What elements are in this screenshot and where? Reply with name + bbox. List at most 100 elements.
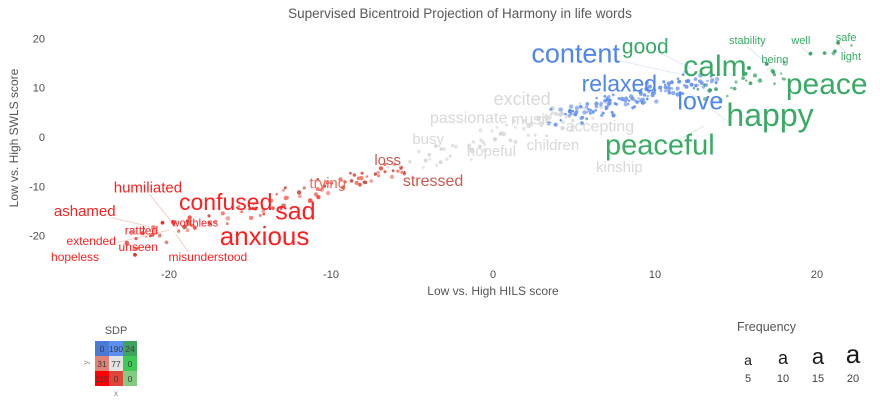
data-point xyxy=(747,66,751,70)
data-point xyxy=(689,82,694,87)
data-point xyxy=(158,233,162,237)
data-point xyxy=(377,174,381,178)
data-point xyxy=(730,86,733,90)
data-point xyxy=(582,110,587,115)
data-point xyxy=(615,102,619,106)
data-point xyxy=(631,106,635,110)
data-point xyxy=(582,106,586,109)
data-point xyxy=(269,198,274,203)
data-point xyxy=(545,134,548,137)
data-point xyxy=(667,82,671,86)
frequency-size-value: 20 xyxy=(846,373,860,386)
data-point xyxy=(782,60,786,64)
data-point xyxy=(569,128,573,133)
data-point xyxy=(696,87,700,91)
data-point xyxy=(442,147,446,151)
data-point xyxy=(585,117,589,121)
data-point xyxy=(708,88,712,93)
sdp-x-axis-label: x xyxy=(114,389,118,398)
data-point xyxy=(715,77,720,82)
frequency-size-value: 10 xyxy=(776,373,790,386)
sdp-legend: SDP y 0 190 24 31 77 0 115 0 0 x xyxy=(82,325,137,398)
word-label-passionate: passionate xyxy=(430,110,507,127)
data-point xyxy=(142,227,146,230)
word-label-anxious: anxious xyxy=(220,221,310,251)
data-point xyxy=(658,85,663,90)
data-point xyxy=(607,101,612,106)
data-point xyxy=(513,125,517,129)
word-label-extended: extended xyxy=(67,234,116,248)
data-point xyxy=(608,98,612,102)
data-point xyxy=(249,215,254,220)
data-point xyxy=(536,115,542,121)
data-point xyxy=(439,147,444,151)
data-point xyxy=(435,163,439,167)
label-leader-line xyxy=(175,233,189,253)
data-point xyxy=(709,74,713,78)
data-point xyxy=(822,51,827,55)
data-point xyxy=(764,62,769,66)
data-point xyxy=(698,73,703,78)
data-point xyxy=(358,182,362,187)
data-point xyxy=(623,96,629,101)
label-leader-line xyxy=(766,64,776,71)
data-point xyxy=(330,181,333,185)
data-point xyxy=(185,228,190,233)
data-point xyxy=(505,123,508,127)
data-point xyxy=(164,240,169,245)
data-point xyxy=(779,72,783,75)
x-tick-label: -10 xyxy=(323,269,339,281)
data-point xyxy=(757,78,763,83)
label-leader-line xyxy=(747,45,766,63)
data-point xyxy=(578,102,582,105)
sdp-cell: 0 xyxy=(109,371,123,386)
data-point xyxy=(591,110,595,114)
data-point xyxy=(599,101,604,106)
data-point xyxy=(521,126,526,131)
data-point xyxy=(600,113,604,118)
data-point xyxy=(546,121,551,126)
data-point xyxy=(283,195,289,201)
data-point xyxy=(513,139,518,145)
data-point xyxy=(207,214,211,218)
data-point xyxy=(773,82,776,86)
data-point xyxy=(559,119,563,122)
data-point xyxy=(632,89,636,92)
y-tick-label: -20 xyxy=(29,231,45,243)
frequency-legend-item: a 10 xyxy=(772,349,794,386)
word-label-content: content xyxy=(531,38,620,68)
data-point xyxy=(316,195,321,200)
data-point xyxy=(595,96,598,100)
data-point xyxy=(302,186,306,190)
x-axis-label: Low vs. High HILS score xyxy=(427,284,559,298)
word-label-hopeless: hopeless xyxy=(51,250,99,264)
data-point xyxy=(734,80,738,84)
data-point xyxy=(587,107,590,111)
word-label-stability: stability xyxy=(729,35,766,47)
data-point xyxy=(667,86,671,90)
data-point xyxy=(741,76,745,80)
word-label-calm: calm xyxy=(683,50,746,83)
data-point xyxy=(408,160,412,164)
word-label-peace: peace xyxy=(786,68,868,101)
data-point xyxy=(808,51,813,56)
data-point xyxy=(745,79,748,82)
data-point xyxy=(307,198,313,203)
word-label-ashamed: ashamed xyxy=(54,203,116,220)
word-label-love: love xyxy=(677,88,723,116)
frequency-size-value: 15 xyxy=(811,373,825,386)
data-point xyxy=(279,207,283,211)
chart-title: Supervised Bicentroid Projection of Harm… xyxy=(288,6,632,21)
frequency-legend-item: a 20 xyxy=(842,341,864,386)
sdp-cell: 0 xyxy=(123,356,137,371)
data-point xyxy=(603,94,607,98)
data-point xyxy=(153,229,158,234)
data-point xyxy=(533,133,537,137)
data-point xyxy=(637,97,640,100)
sdp-cell: 77 xyxy=(109,356,123,371)
data-point xyxy=(325,190,331,196)
data-point xyxy=(498,132,503,136)
scatter-plot: hopeless extended ashamed unseen rattled humi… xyxy=(29,32,868,281)
data-point xyxy=(574,105,580,111)
